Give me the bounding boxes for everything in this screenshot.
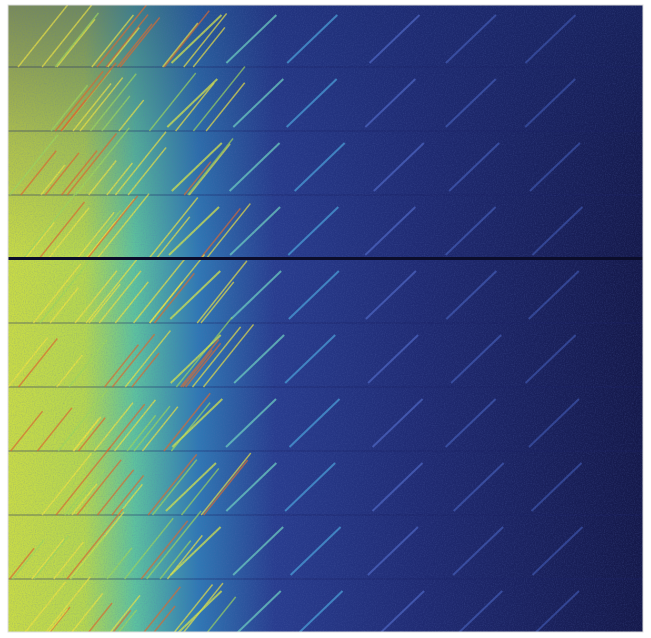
dark-line [8,257,643,260]
image-content [8,0,643,638]
noise [8,5,643,632]
spectrogram-image [0,0,651,638]
page: (() => { const g = document.getElementBy… [0,0,651,638]
